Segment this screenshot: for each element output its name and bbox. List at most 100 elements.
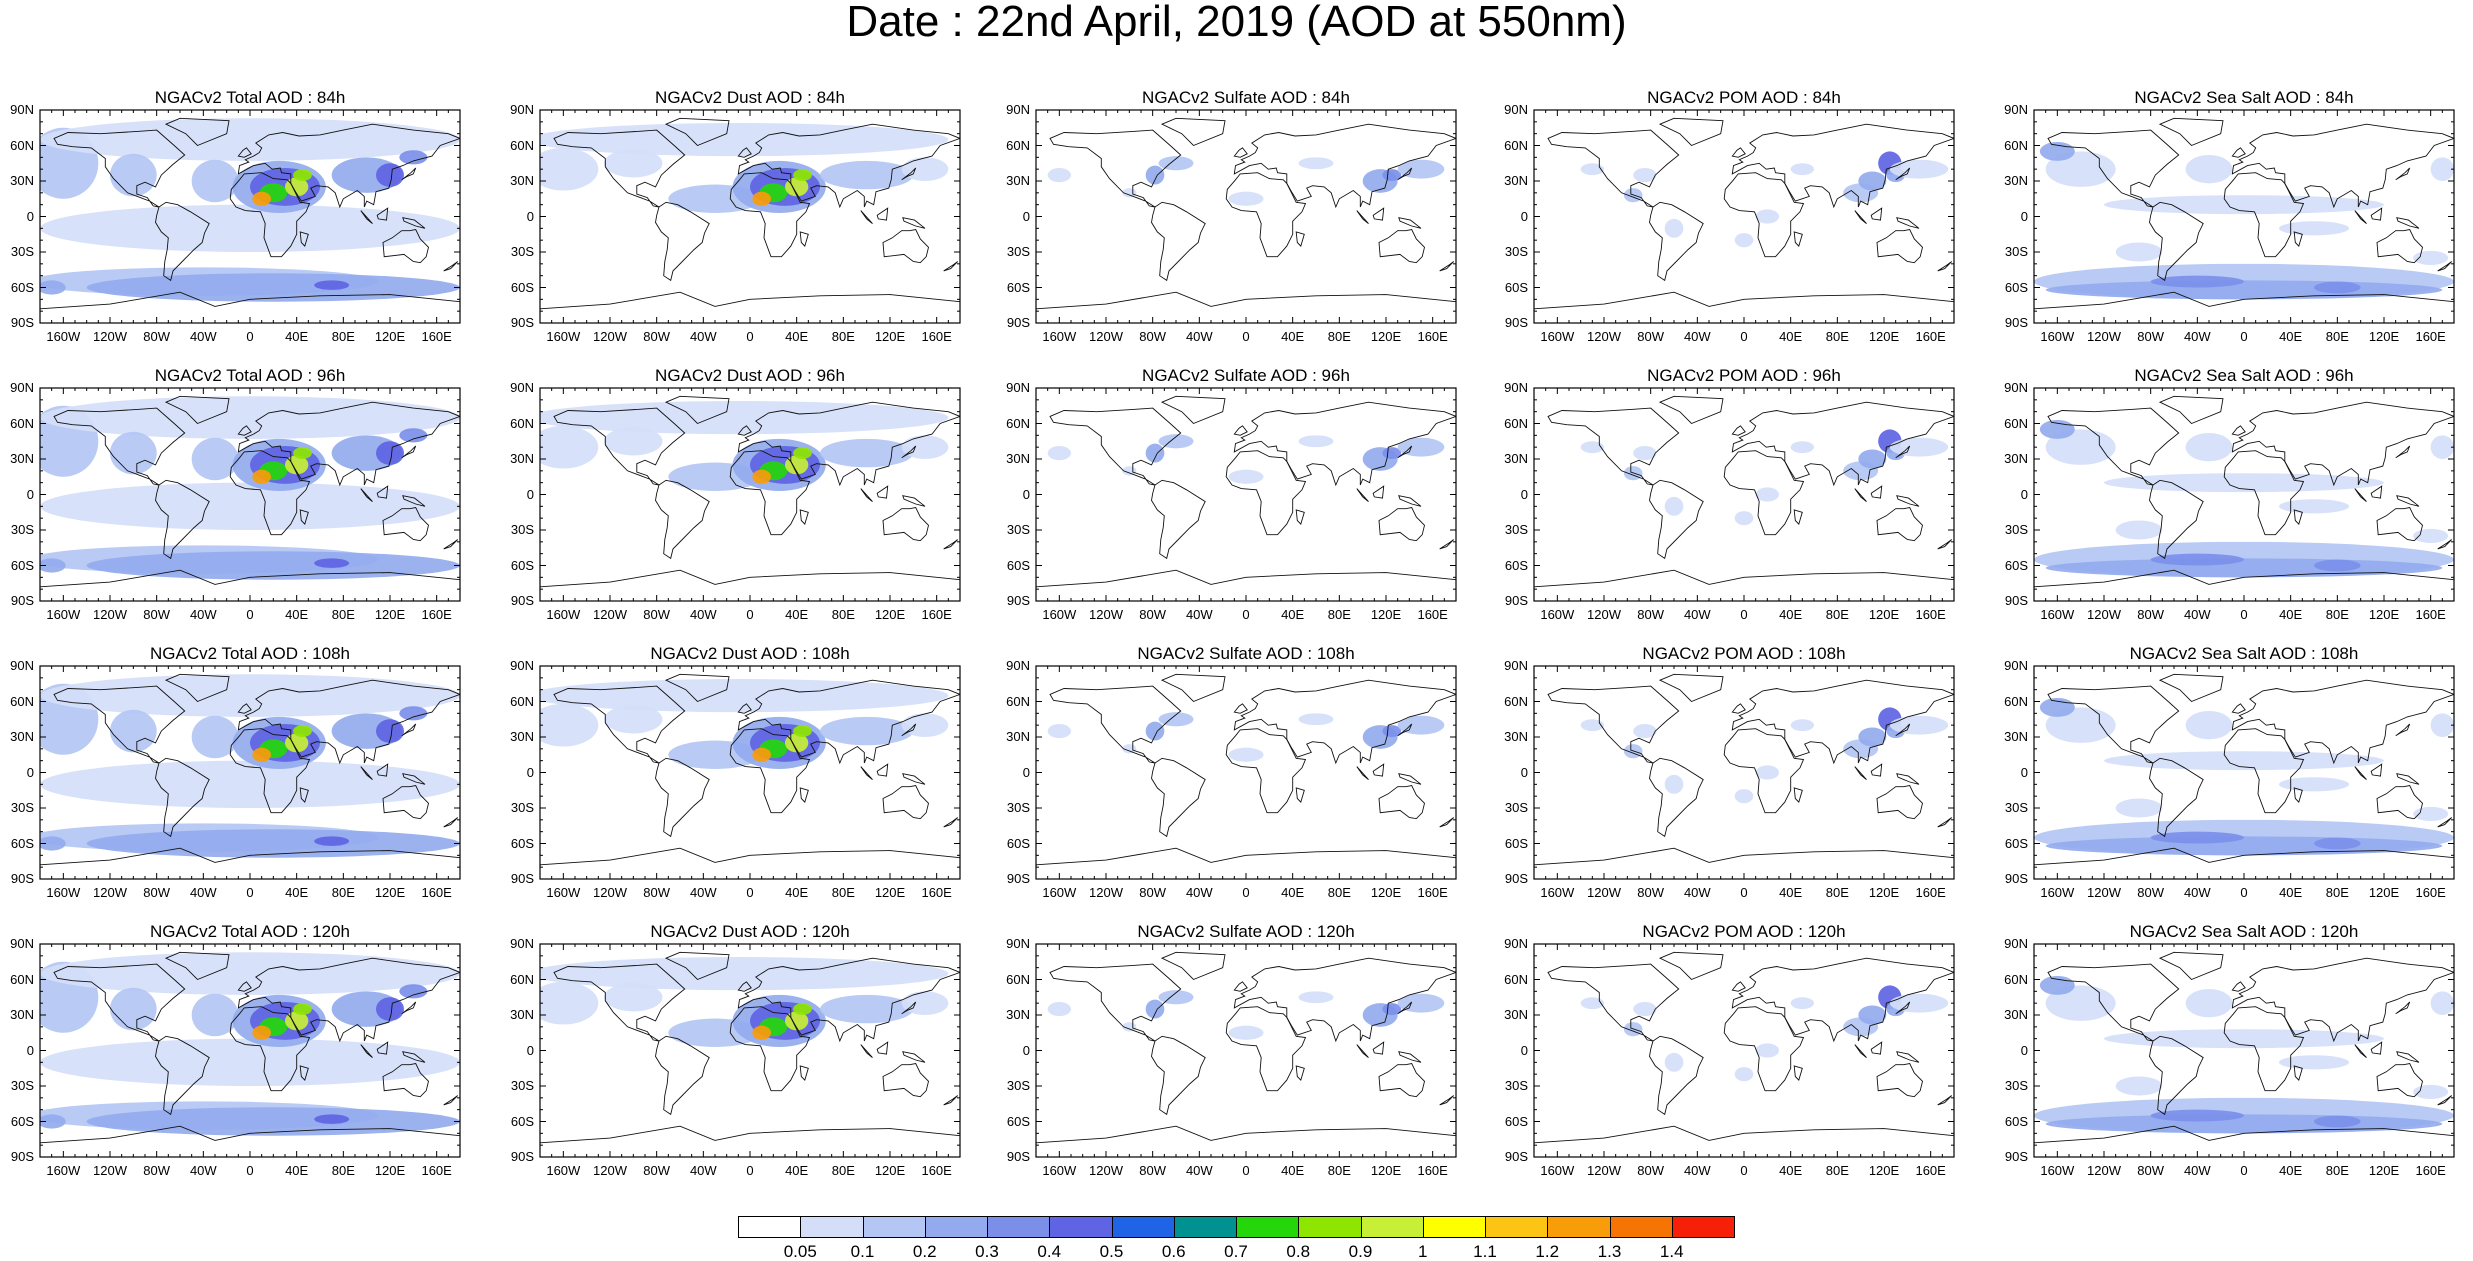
longitude-tick-label: 80W — [1637, 607, 1665, 622]
longitude-tick-label: 160W — [2040, 329, 2075, 344]
longitude-tick-label: 40E — [2279, 607, 2303, 622]
coastline — [2047, 129, 2180, 208]
latitude-tick-label: 60S — [1006, 1113, 1030, 1129]
longitude-tick-label: 80E — [831, 885, 855, 900]
coastline — [2370, 763, 2383, 777]
coastline — [1937, 261, 1953, 272]
aod-contour-area — [2413, 528, 2449, 544]
coastline — [2395, 445, 2411, 459]
map-panel-title: NGACv2 Sea Salt AOD : 120h — [2129, 922, 2359, 941]
coastline — [1036, 569, 1456, 601]
aod-contour-area — [1580, 997, 1604, 1010]
coastline — [1658, 395, 1724, 425]
latitude-tick-label: 90N — [1006, 380, 1030, 395]
aod-contour-area — [540, 679, 949, 713]
latitude-tick-label: 90S — [1504, 315, 1528, 330]
coastline — [1397, 1001, 1413, 1015]
longitude-tick-label: 120W — [593, 885, 627, 900]
aod-contour-area — [1664, 218, 1684, 238]
latitude-tick-label: 90N — [510, 658, 534, 673]
aod-contour-area — [2430, 435, 2454, 459]
coastline — [882, 506, 929, 542]
latitude-tick-label: 60S — [2004, 835, 2028, 851]
map-panel: NGACv2 POM AOD : 120h 90N 60N 30N 0 30S 60S 90S… — [1494, 922, 1994, 1196]
aod-contour-area — [1889, 715, 1949, 735]
map-panel-title: NGACv2 Dust AOD : 84h — [655, 88, 845, 107]
aod-contour-area — [2314, 1115, 2361, 1128]
coastline — [860, 210, 873, 224]
coastlines — [2034, 951, 2454, 1157]
coastline — [729, 1006, 811, 1092]
aod-contour-area — [820, 160, 914, 190]
aod-contour-area — [1145, 999, 1165, 1019]
longitude-tick-label: 160W — [1042, 329, 1077, 344]
longitude-tick-label: 160W — [1540, 607, 1575, 622]
latitude-tick-label: 60N — [510, 415, 534, 431]
longitude-tick-label: 80E — [331, 885, 355, 900]
aod-contour-area — [1858, 1005, 1887, 1025]
map-panel-title: NGACv2 Sulfate AOD : 120h — [1137, 922, 1355, 941]
longitude-tick-label: 80W — [1637, 1163, 1665, 1178]
tick-marks — [2033, 109, 2455, 324]
latitude-tick-label: 0 — [1022, 1042, 1030, 1058]
aod-contour-area — [40, 482, 460, 530]
coastline — [882, 228, 929, 264]
aod-contour-area — [1298, 991, 1334, 1004]
longitude-tick-label: 40W — [1185, 607, 1213, 622]
aod-contour-area — [314, 558, 350, 568]
coastline — [1896, 1051, 1920, 1063]
coastline — [443, 1095, 459, 1106]
latitude-tick-label: 60S — [10, 557, 34, 573]
coastline — [1295, 1065, 1305, 1081]
tick-marks — [2033, 943, 2455, 1158]
longitude-tick-label: 160E — [2415, 607, 2446, 622]
coastline — [1876, 506, 1923, 542]
aod-contour-area — [376, 719, 404, 743]
coastline — [1793, 231, 1803, 247]
coastline — [2034, 291, 2454, 323]
tick-marks — [39, 943, 461, 1158]
longitude-tick-label: 80E — [1825, 1163, 1849, 1178]
aod-contour-area — [40, 396, 460, 439]
longitude-tick-label: 40E — [785, 1163, 809, 1178]
aod-contour-area — [2150, 831, 2244, 844]
coastline — [1854, 488, 1867, 502]
coastline — [655, 1035, 710, 1116]
latitude-tick-label: 90N — [1006, 936, 1030, 951]
longitude-tick-label: 160W — [46, 885, 81, 900]
longitude-tick-label: 120E — [2368, 607, 2400, 622]
latitude-tick-label: 0 — [1520, 764, 1528, 780]
latitude-tick-label: 60N — [1006, 137, 1030, 153]
aod-contour-area — [314, 836, 350, 846]
coastline — [376, 485, 389, 499]
map-panel: NGACv2 Sea Salt AOD : 84h 90N 60N 30N 0 30S 60… — [1994, 88, 2473, 362]
coastline — [1233, 123, 1456, 209]
coastlines — [540, 951, 960, 1157]
coastline — [1547, 963, 1680, 1042]
aod-contour-area — [793, 725, 812, 737]
latitude-tick-label: 30S — [10, 522, 34, 537]
longitude-tick-label: 120W — [1587, 607, 1621, 622]
latitude-tick-label: 90S — [510, 871, 534, 886]
aod-field — [40, 388, 460, 601]
coastline — [737, 703, 752, 714]
map-panel-title: NGACv2 Sea Salt AOD : 84h — [2134, 88, 2354, 107]
colorbar-label: 0.9 — [1348, 1242, 1373, 1261]
latitude-tick-label: 60S — [1504, 279, 1528, 295]
longitude-tick-label: 80W — [643, 885, 671, 900]
longitude-tick-label: 120W — [593, 607, 627, 622]
colorbar-label: 0.3 — [975, 1242, 999, 1261]
coastline — [664, 395, 730, 425]
coastline — [1160, 673, 1226, 703]
latitude-tick-label: 30N — [1504, 1007, 1528, 1022]
aod-contour-area — [2430, 991, 2454, 1015]
aod-contour-area — [191, 159, 239, 203]
aod-contour-area — [40, 1038, 460, 1086]
coastline — [1854, 210, 1867, 224]
coastline — [737, 425, 752, 436]
coastline — [1372, 207, 1385, 221]
latitude-tick-label: 30S — [1504, 800, 1528, 815]
coastline — [901, 445, 917, 459]
longitude-tick-label: 120E — [1868, 329, 1900, 344]
